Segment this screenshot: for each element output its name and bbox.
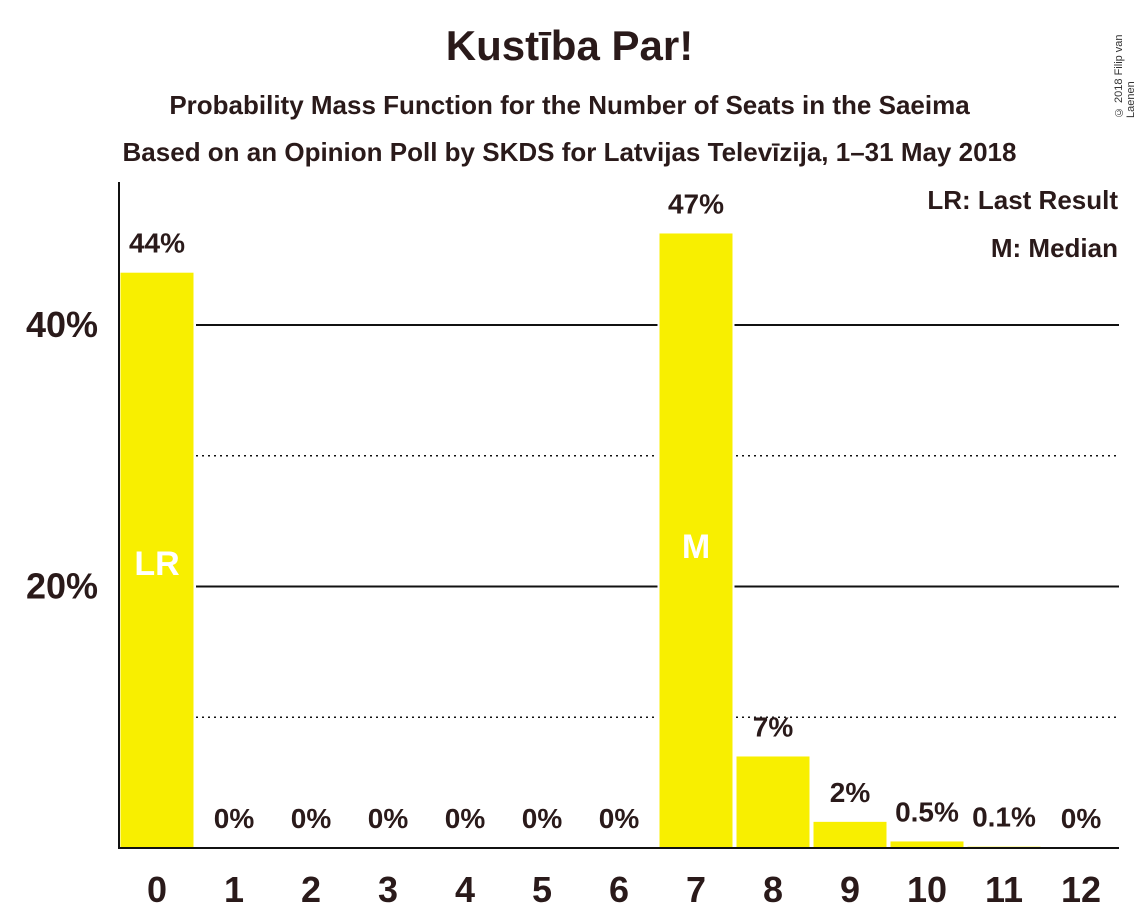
data-label-11: 0.1%	[972, 802, 1036, 833]
legend-last-result: LR: Last Result	[927, 185, 1118, 215]
data-label-12: 0%	[1061, 803, 1102, 834]
data-label-4: 0%	[445, 803, 486, 834]
chart-subtitle: Probability Mass Function for the Number…	[169, 90, 970, 120]
x-tick-label-7: 7	[686, 869, 706, 910]
y-tick-label-0: 20%	[26, 566, 98, 607]
bar-marker-m: M	[682, 528, 710, 566]
data-label-5: 0%	[522, 803, 563, 834]
data-label-3: 0%	[368, 803, 409, 834]
legend-median: M: Median	[991, 233, 1118, 263]
data-label-6: 0%	[599, 803, 640, 834]
x-tick-label-8: 8	[763, 869, 783, 910]
x-tick-label-6: 6	[609, 869, 629, 910]
bars: 44% LR 0% 0% 0% 0% 0% 0% 47% M 7% 2% 0.5% 0.1% 0%	[118, 188, 1102, 849]
x-tick-label-5: 5	[532, 869, 552, 910]
x-tick-label-2: 2	[301, 869, 321, 910]
x-tick-label-0: 0	[147, 869, 167, 910]
x-tick-label-10: 10	[907, 869, 947, 910]
x-tick-label-9: 9	[840, 869, 860, 910]
data-label-9: 2%	[830, 777, 871, 808]
x-tick-label-11: 11	[985, 869, 1023, 910]
axes: 20%40%0 1 2 3 4 5 6 7 8 9 10 11 12	[26, 182, 1119, 910]
y-tick-label-1: 40%	[26, 304, 98, 345]
data-label-7: 47%	[668, 188, 724, 219]
x-tick-label-12: 12	[1061, 869, 1101, 910]
bar-8	[736, 756, 810, 848]
data-label-10: 0.5%	[895, 796, 959, 827]
chart-title: Kustība Par!	[445, 22, 694, 69]
data-label-1: 0%	[214, 803, 255, 834]
x-tick-label-3: 3	[378, 869, 398, 910]
bar-7	[659, 233, 733, 849]
bar-marker-lr: LR	[134, 545, 179, 583]
bar-0	[120, 272, 194, 848]
data-label-2: 0%	[291, 803, 332, 834]
x-tick-label-4: 4	[455, 869, 475, 910]
bar-10	[890, 841, 964, 848]
chart-subtitle-source: Based on an Opinion Poll by SKDS for Lat…	[122, 137, 1017, 167]
data-label-8: 7%	[753, 711, 794, 742]
x-tick-label-1: 1	[224, 869, 244, 910]
data-label-0: 44%	[129, 228, 185, 259]
bar-9	[813, 821, 887, 848]
